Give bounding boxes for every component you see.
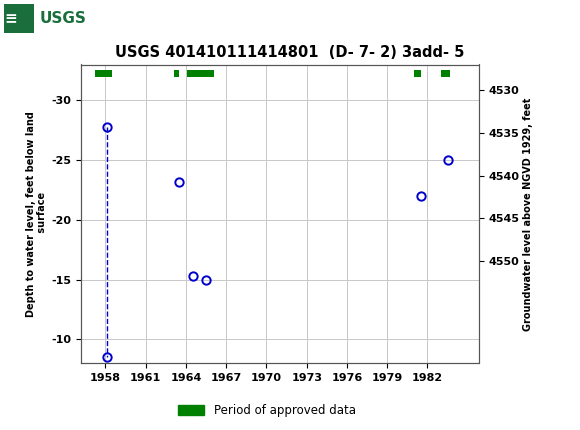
Legend: Period of approved data: Period of approved data xyxy=(173,399,360,422)
Bar xyxy=(441,70,450,77)
Y-axis label: Depth to water level, feet below land
 surface: Depth to water level, feet below land su… xyxy=(26,111,48,317)
Bar xyxy=(187,70,214,77)
FancyBboxPatch shape xyxy=(3,3,70,34)
Text: ≡: ≡ xyxy=(5,11,17,26)
Bar xyxy=(174,70,179,77)
Bar xyxy=(4,3,34,33)
Text: USGS 401410111414801  (D- 7- 2) 3add- 5: USGS 401410111414801 (D- 7- 2) 3add- 5 xyxy=(115,45,465,60)
Text: USGS: USGS xyxy=(39,11,86,26)
Y-axis label: Groundwater level above NGVD 1929, feet: Groundwater level above NGVD 1929, feet xyxy=(523,97,534,331)
Bar xyxy=(414,70,422,77)
Bar xyxy=(95,70,112,77)
